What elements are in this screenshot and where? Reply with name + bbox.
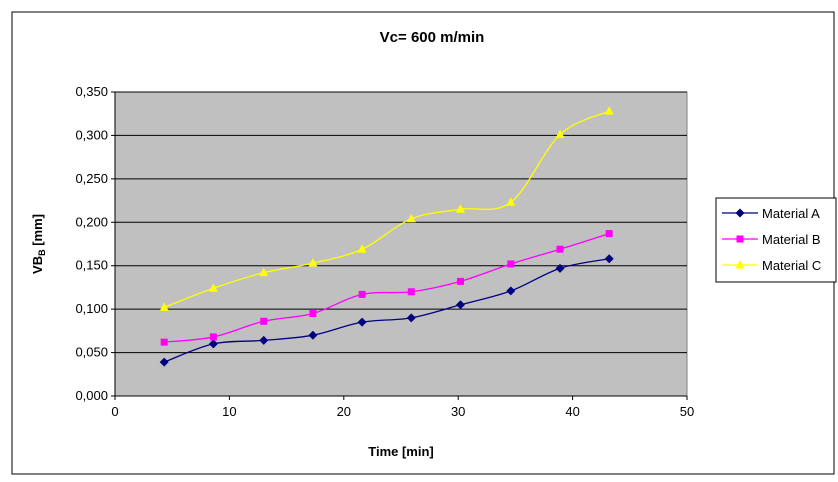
data-point-marker <box>209 333 217 341</box>
x-tick-label: 40 <box>565 404 579 419</box>
data-point-marker <box>208 339 218 349</box>
data-point-marker <box>357 244 367 253</box>
x-tick-label: 30 <box>451 404 465 419</box>
x-tick-label: 0 <box>111 404 118 419</box>
legend-marker-2 <box>736 235 744 243</box>
legend-label-1: Material A <box>762 206 820 221</box>
legend-marker-1 <box>735 208 745 218</box>
y-axis-title-unit: [mm] <box>30 214 45 249</box>
y-tick-label: 0,150 <box>75 258 108 273</box>
series-lines <box>163 110 610 363</box>
data-point-marker <box>159 302 169 311</box>
y-axis-title-subscript: B <box>37 249 47 256</box>
data-point-marker <box>358 290 366 298</box>
data-point-marker <box>455 204 465 213</box>
data-point-marker <box>308 330 318 340</box>
series-line-1 <box>163 258 610 363</box>
data-point-marker <box>357 317 367 327</box>
data-point-marker <box>208 283 218 292</box>
y-tick-label: 0,000 <box>75 388 108 403</box>
legend-label-2: Material B <box>762 232 821 247</box>
data-point-marker <box>506 197 516 206</box>
data-point-marker <box>555 263 565 273</box>
x-axis-title: Time [min] <box>368 444 434 459</box>
data-point-marker <box>159 357 169 367</box>
legend-marker-3 <box>735 260 745 269</box>
chart-title: Vc= 600 m/min <box>380 29 485 46</box>
y-tick-label: 0,250 <box>75 171 108 186</box>
data-point-marker <box>455 300 465 310</box>
data-point-marker <box>308 258 318 267</box>
data-point-marker <box>556 245 564 253</box>
data-point-marker <box>160 338 168 346</box>
plot-area <box>114 91 688 397</box>
data-point-marker <box>506 286 516 296</box>
legend: Material A Material B Material C <box>715 197 837 283</box>
axes <box>114 92 687 397</box>
data-point-marker <box>406 213 416 223</box>
data-point-marker <box>555 129 565 139</box>
x-tick-label: 10 <box>222 404 236 419</box>
data-point-marker <box>309 309 317 317</box>
y-axis-title: VBB [mm] <box>30 214 47 274</box>
data-point-marker <box>259 267 269 277</box>
data-point-marker <box>259 335 269 345</box>
y-tick-label: 0,200 <box>75 214 108 229</box>
data-point-marker <box>406 313 416 323</box>
series-line-2 <box>164 232 610 343</box>
series-line-3 <box>163 110 610 309</box>
y-tick-label: 0,350 <box>75 84 108 99</box>
x-tick-label: 20 <box>337 404 351 419</box>
legend-label-3: Material C <box>762 258 821 273</box>
tick-labels: 0,000 0,050 0,100 0,150 0,200 0,250 0,300 0,350… <box>75 84 694 419</box>
data-point-marker <box>604 106 614 115</box>
x-tick-label: 50 <box>680 404 694 419</box>
y-axis-title-main: VB <box>30 256 45 274</box>
series-markers <box>159 106 614 367</box>
y-tick-label: 0,100 <box>75 301 108 316</box>
data-point-marker <box>605 230 613 238</box>
data-point-marker <box>604 254 614 264</box>
y-tick-label: 0,050 <box>75 345 108 360</box>
data-point-marker <box>260 317 268 325</box>
y-tick-label: 0,300 <box>75 127 108 142</box>
data-point-marker <box>456 277 464 285</box>
gridlines <box>115 91 687 354</box>
data-point-marker <box>407 288 415 296</box>
data-point-marker <box>507 260 515 268</box>
